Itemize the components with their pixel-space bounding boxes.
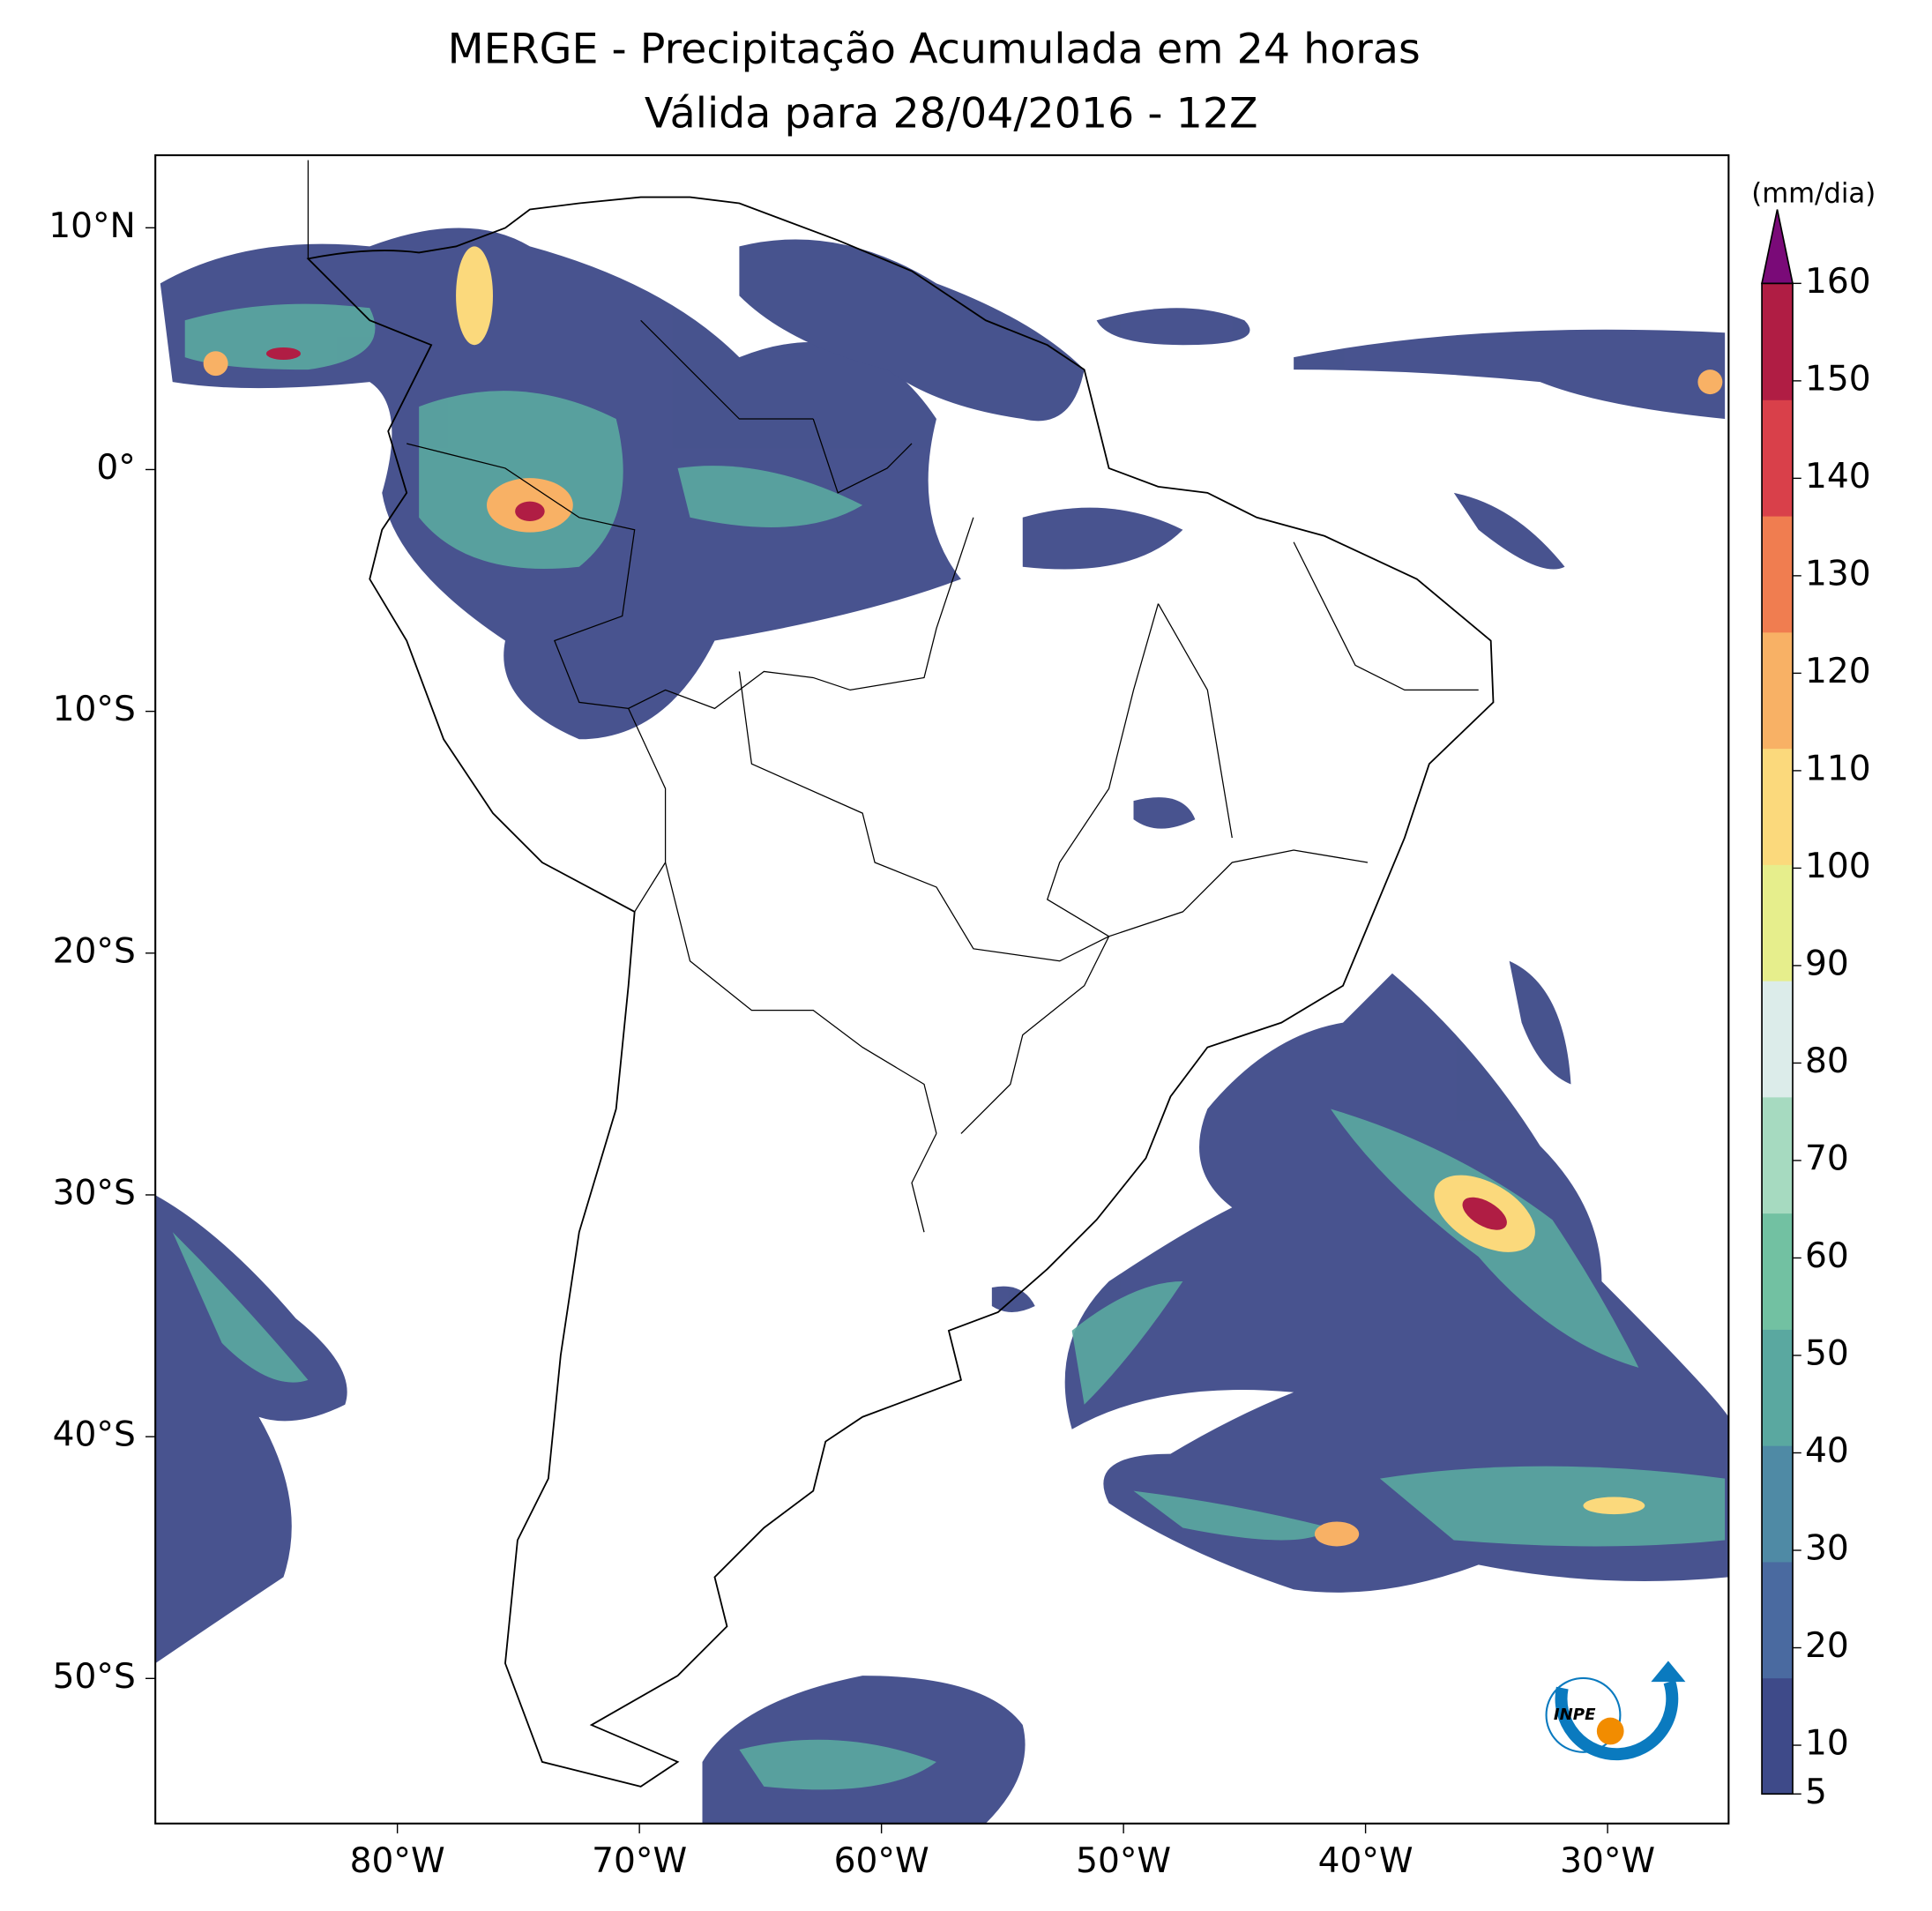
x-tick-label: 40°W: [1318, 1841, 1414, 1881]
y-tick-label: 20°S: [53, 931, 136, 971]
colorbar-tick-label: 10: [1805, 1724, 1849, 1764]
x-tick-label: 50°W: [1076, 1841, 1171, 1881]
precip-mid: [172, 303, 1726, 1790]
colorbar-tick-label: 130: [1805, 554, 1871, 593]
colorbar-segment: [1762, 864, 1793, 982]
y-tick-label: 50°S: [53, 1657, 136, 1697]
x-tick-label: 80°W: [350, 1841, 445, 1881]
coastline: [306, 196, 1495, 1788]
x-tick-label: 30°W: [1560, 1841, 1655, 1881]
colorbar-extend: [1761, 209, 1794, 285]
colorbar-tick-label: 80: [1805, 1041, 1849, 1081]
colorbar-tick-label: 160: [1805, 262, 1871, 302]
colorbar-tick-label: 90: [1805, 944, 1849, 983]
colorbar-tick-label: 100: [1805, 847, 1871, 886]
colorbar-label: (mm/dia): [1751, 177, 1876, 209]
colorbar-segment: [1762, 1444, 1793, 1563]
colorbar-tick-label: 60: [1805, 1236, 1849, 1276]
colorbar-segment: [1762, 1096, 1793, 1214]
title: MERGE - Precipitação Acumulada em 24 hor…: [448, 26, 1421, 74]
map-frame: [154, 153, 1730, 1825]
subtitle: Válida para 28/04/2016 - 12Z: [645, 89, 1258, 138]
axes: 80°W 70°W 60°W 50°W 40°W 30°W 10°N 0° 10°S 20°S 30…: [48, 206, 1655, 1881]
borders: [307, 160, 1479, 1233]
colorbar-tick-label: 140: [1805, 457, 1871, 496]
colorbar-tick-label: 5: [1805, 1773, 1827, 1812]
colorbar-segment: [1762, 748, 1793, 865]
colorbar-segment: [1762, 980, 1793, 1098]
colorbar-segment: [1762, 399, 1793, 517]
y-tick-label: 30°S: [53, 1173, 136, 1213]
y-tick-label: 0°: [96, 448, 135, 488]
y-tick-label: 10°N: [48, 206, 136, 246]
colorbar-tick-label: 120: [1805, 652, 1871, 691]
colorbar-tick-label: 30: [1805, 1528, 1849, 1568]
colorbar-frame: [1761, 282, 1794, 1795]
x-tick-label: 70°W: [592, 1841, 687, 1881]
colorbar-segment: [1762, 283, 1793, 400]
colorbar-tick-label: 50: [1805, 1333, 1849, 1373]
colorbar-tick-label: 40: [1805, 1431, 1849, 1471]
y-tick-label: 40°S: [53, 1415, 136, 1455]
colorbar-segment: [1762, 1329, 1793, 1446]
x-tick-label: 60°W: [834, 1841, 929, 1881]
colorbar-segment: [1762, 515, 1793, 633]
colorbar-segment: [1762, 1677, 1793, 1795]
colorbar-tick-label: 150: [1805, 359, 1871, 399]
colorbar-segment: [1762, 1561, 1793, 1679]
colorbar-segment: [1762, 631, 1793, 750]
y-tick-label: 10°S: [53, 690, 136, 729]
logo-text: INPE: [1554, 1706, 1596, 1724]
colorbar-segment: [1762, 1213, 1793, 1330]
inpe-logo: INPE: [1545, 1661, 1686, 1761]
map-area: INPE: [155, 160, 1729, 1824]
colorbar-tick-label: 110: [1805, 749, 1871, 788]
precip-high: [203, 246, 1723, 1547]
colorbar-tick-label: 20: [1805, 1626, 1849, 1666]
colorbar-tick-label: 70: [1805, 1138, 1849, 1178]
precip-low: [155, 228, 1729, 1824]
colorbar: (mm/dia) 5 10 20 30 40 50 60 70 80 90 100 110 120 130…: [1751, 177, 1876, 1812]
